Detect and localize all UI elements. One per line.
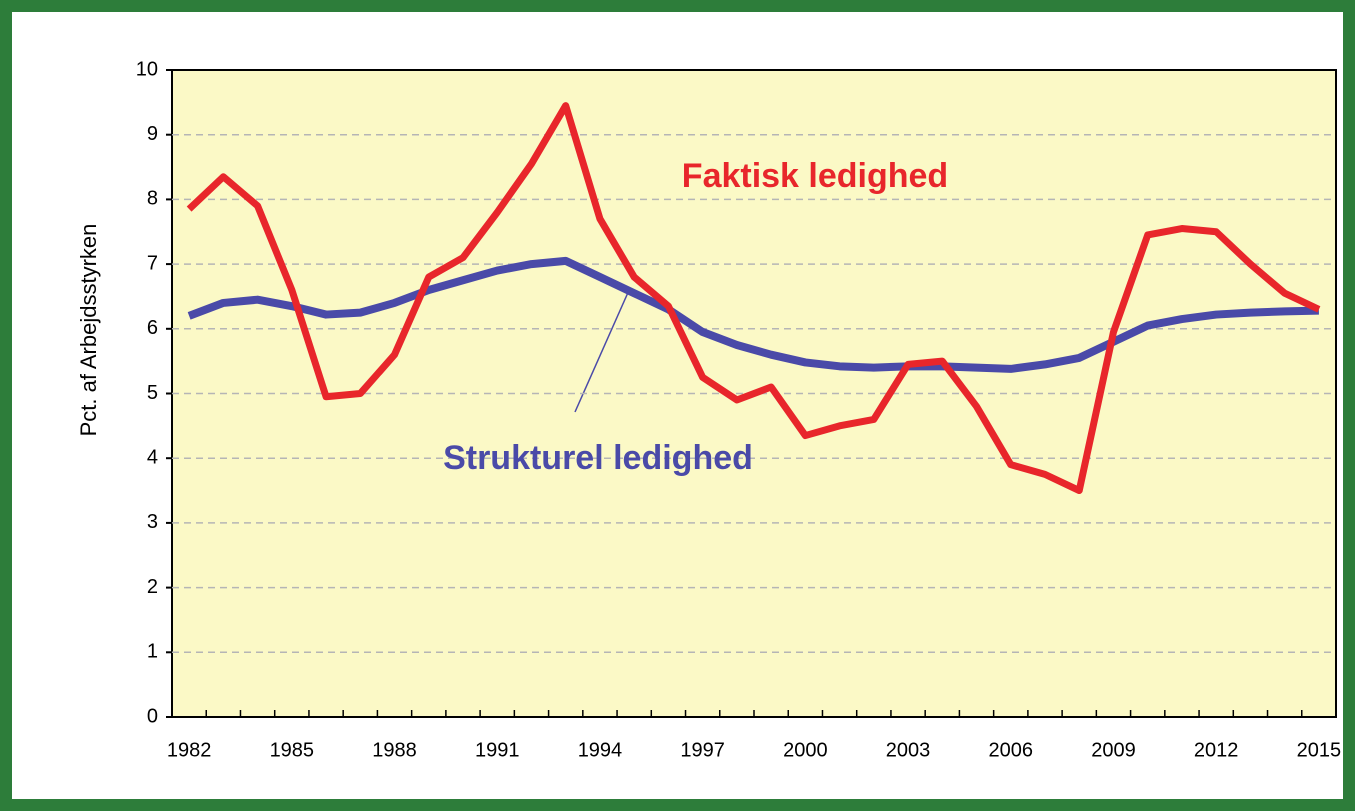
x-tick-label: 1994 (578, 739, 623, 761)
x-tick-label: 2015 (1297, 739, 1342, 761)
y-tick-label: 5 (147, 382, 158, 404)
x-tick-label: 2006 (989, 739, 1034, 761)
y-tick-label: 8 (147, 188, 158, 210)
x-tick-label: 1991 (475, 739, 520, 761)
y-tick-label: 2 (147, 576, 158, 598)
x-tick-label: 1988 (372, 739, 417, 761)
y-tick-label: 3 (147, 511, 158, 533)
series-line (186, 102, 1321, 495)
x-tick-label: 2000 (783, 739, 828, 761)
y-tick-label: 6 (147, 317, 158, 339)
y-tick-label: 9 (147, 123, 158, 145)
x-tick-label: 2009 (1091, 739, 1136, 761)
y-axis-label: Pct. af Arbejdsstyrken (76, 224, 101, 437)
x-tick-label: 2003 (886, 739, 931, 761)
annotation-pointer (574, 287, 631, 413)
series-label: Faktisk ledighed (682, 157, 948, 195)
x-tick-label: 2012 (1194, 739, 1239, 761)
y-tick-label: 4 (147, 446, 158, 468)
y-tick-label: 0 (147, 705, 158, 727)
series-label: Strukturel ledighed (443, 439, 753, 477)
series-line (187, 256, 1319, 373)
x-tick-label: 1985 (270, 739, 315, 761)
y-tick-label: 7 (147, 252, 158, 274)
y-tick-label: 1 (147, 641, 158, 663)
x-tick-label: 1997 (680, 739, 725, 761)
y-tick-label: 10 (136, 58, 158, 80)
x-tick-label: 1982 (167, 739, 212, 761)
